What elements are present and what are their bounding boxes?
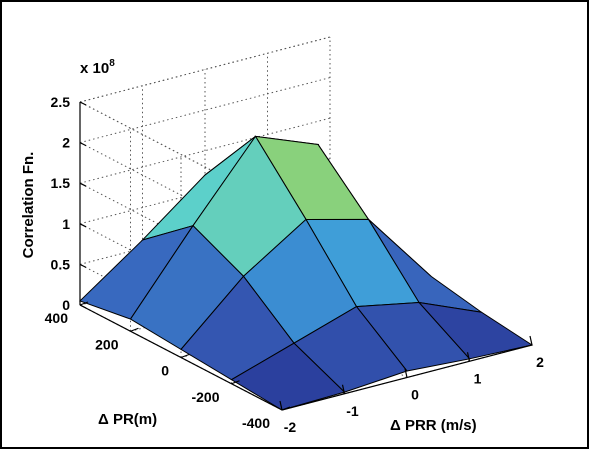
x-tick bbox=[341, 384, 346, 394]
y-tick bbox=[130, 327, 139, 332]
y-tick-label: 0 bbox=[161, 363, 169, 379]
z-tick-label: 2 bbox=[62, 135, 70, 151]
z-exponent-label: x 108 bbox=[80, 58, 115, 77]
z-tick bbox=[79, 101, 87, 106]
axis-layer: 0 0.5 1 1.5 2 2.5 400 200 0 -200 -400 -2 -1 0 1 2 bbox=[45, 94, 544, 435]
surface-patch bbox=[230, 342, 346, 411]
z-tick bbox=[79, 142, 87, 147]
y-tick-label: 200 bbox=[95, 336, 119, 352]
z-tick bbox=[79, 263, 87, 268]
grid-line bbox=[79, 101, 283, 208]
x-tick-label: 0 bbox=[411, 387, 419, 403]
z-exponent-base: x 10 bbox=[80, 60, 109, 77]
z-tick-label: 0 bbox=[62, 297, 70, 313]
z-tick-label: 1 bbox=[62, 216, 70, 232]
x-tick-label: 1 bbox=[474, 370, 482, 386]
x-tick bbox=[529, 335, 533, 346]
y-tick bbox=[281, 406, 291, 411]
x-tick-label: -1 bbox=[346, 403, 359, 419]
y-tick bbox=[79, 301, 89, 306]
y-tick-label: -200 bbox=[191, 389, 219, 405]
grid-line bbox=[79, 142, 283, 249]
z-tick bbox=[79, 223, 87, 228]
z-tick bbox=[79, 182, 87, 187]
y-tick bbox=[231, 380, 240, 385]
z-tick bbox=[79, 304, 87, 309]
y-tick-label: 400 bbox=[45, 310, 69, 326]
z-tick-label: 1.5 bbox=[51, 175, 71, 191]
x-tick bbox=[279, 400, 283, 411]
z-tick-label: 2.5 bbox=[51, 94, 71, 110]
surface-layer bbox=[79, 135, 534, 411]
x-tick-label: 2 bbox=[536, 354, 544, 370]
x-tick bbox=[404, 368, 408, 378]
y-tick bbox=[180, 353, 190, 359]
y-tick-label: -400 bbox=[242, 415, 270, 431]
y-axis-label: Δ PR(m) bbox=[98, 411, 157, 428]
x-axis-label: Δ PRR (m/s) bbox=[390, 417, 477, 434]
z-tick-label: 0.5 bbox=[51, 256, 71, 272]
x-tick bbox=[466, 352, 471, 362]
z-axis-label: Correlation Fn. bbox=[20, 152, 37, 259]
z-exponent-power: 8 bbox=[109, 58, 115, 69]
x-tick-label: -2 bbox=[284, 419, 297, 435]
label-layer: x 108 Correlation Fn. Δ PR(m) Δ PRR (m/s… bbox=[20, 58, 477, 434]
